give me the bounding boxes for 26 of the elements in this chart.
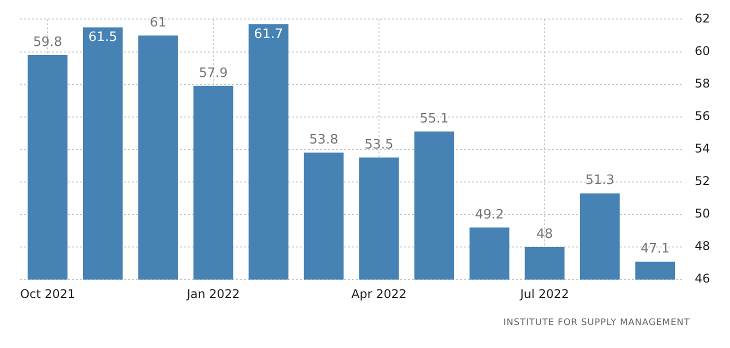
x-tick-label: Jan 2022 [186, 286, 240, 301]
y-tick-label: 60 [694, 44, 710, 58]
data-label: 55.1 [420, 111, 449, 126]
data-label: 57.9 [198, 66, 228, 81]
data-label: 49.2 [474, 207, 504, 222]
y-tick-label: 56 [694, 108, 710, 123]
y-tick-label: 50 [694, 206, 710, 221]
data-label: 47.1 [640, 242, 670, 257]
x-tick-label: Oct 2021 [20, 286, 76, 301]
data-label: 61 [150, 15, 166, 30]
data-label: 59.8 [33, 34, 62, 50]
y-tick-label: 62 [694, 11, 710, 26]
y-tick-label: 46 [694, 272, 710, 286]
data-label: 61.5 [88, 30, 118, 46]
x-tick-label: Jul 2022 [519, 286, 570, 301]
data-label: 51.3 [585, 173, 614, 188]
y-tick-label: 54 [694, 142, 710, 156]
data-label: 53.8 [309, 132, 338, 148]
text: INSTITUTE FOR SUPPLY MANAGEMENT [503, 318, 690, 328]
x-tick-label: Apr 2022 [351, 286, 407, 301]
y-tick-label: 52 [694, 174, 710, 188]
data-label: 61.7 [254, 26, 283, 42]
data-label: 53.5 [364, 137, 394, 152]
y-tick-label: 48 [694, 239, 710, 254]
data-label: 48 [536, 226, 553, 242]
y-tick-label: 58 [694, 76, 710, 90]
